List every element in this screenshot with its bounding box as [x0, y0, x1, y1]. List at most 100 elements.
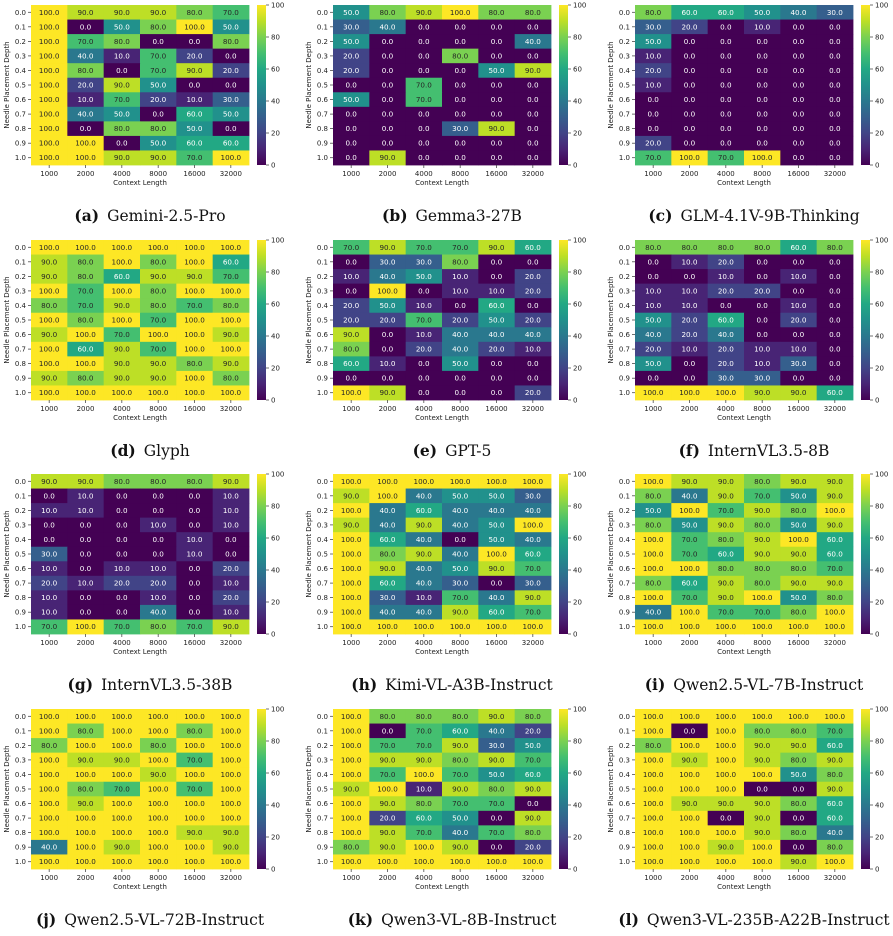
cell-value-label: 100.0: [679, 814, 700, 823]
heatmap-cell: [671, 619, 709, 635]
colorbar: [559, 709, 568, 869]
heatmap-cell: [333, 503, 370, 519]
heatmap-cell: [442, 150, 479, 166]
heatmap-cell: [103, 240, 141, 255]
cell-value-label: 90.0: [41, 272, 57, 281]
cell-value-label: 70.0: [645, 153, 661, 162]
heatmap-cell: [816, 240, 854, 255]
cell-value-label: 90.0: [754, 535, 770, 544]
heatmap-cell: [780, 723, 818, 739]
cell-value-label: 0.0: [793, 95, 805, 104]
cell-value-label: 10.0: [41, 564, 57, 573]
colorbar-tick-label: 60: [573, 301, 582, 309]
x-axis-label: Context Length: [113, 883, 167, 891]
heatmap-cell: [816, 532, 854, 548]
cell-value-label: 10.0: [718, 272, 734, 281]
subfigure-caption: (a) Gemini-2.5-Pro: [74, 206, 225, 225]
heatmap-cell: [369, 92, 407, 108]
cell-value-label: 100.0: [112, 828, 133, 837]
heatmap-cell: [780, 356, 818, 372]
heatmap-cell: [478, 474, 516, 489]
cell-value-label: 100.0: [221, 316, 242, 325]
cell-value-label: 0.0: [80, 593, 92, 602]
cell-value-label: 10.0: [525, 345, 541, 354]
heatmap-cell: [333, 298, 370, 314]
heatmap-cell: [405, 854, 443, 870]
x-axis-label: Context Length: [415, 179, 469, 187]
heatmap-cell: [67, 385, 105, 401]
heatmap-cell: [707, 150, 745, 166]
cell-value-label: 80.0: [150, 124, 166, 133]
x-tick-label: 8000: [149, 639, 167, 647]
heatmap-cell: [103, 723, 141, 739]
heatmap-cell: [176, 150, 214, 166]
y-tick-label: 0.6: [619, 800, 631, 808]
cell-value-label: 100.0: [752, 593, 773, 602]
cell-value-label: 10.0: [379, 359, 395, 368]
y-tick-label: 0.5: [15, 786, 26, 794]
cell-value-label: 30.0: [452, 579, 468, 588]
cell-value-label: 100.0: [752, 857, 773, 866]
cell-value-label: 40.0: [488, 593, 504, 602]
cell-value-label: 50.0: [416, 272, 432, 281]
heatmap-cell: [707, 488, 745, 504]
y-tick-label: 0.6: [317, 800, 329, 808]
y-tick-label: 0.4: [317, 536, 329, 544]
heatmap-cell: [212, 503, 250, 519]
y-tick-label: 0.0: [15, 713, 26, 721]
heatmap-cell: [442, 298, 479, 314]
heatmap-cell: [671, 546, 709, 562]
cell-value-label: 0.0: [116, 506, 128, 515]
heatmap-cell: [176, 474, 214, 489]
heatmap-cell: [478, 723, 516, 739]
heatmap-cell: [635, 738, 672, 754]
cell-value-label: 100.0: [221, 741, 242, 750]
cell-value-label: 60.0: [718, 316, 734, 325]
heatmap-cell: [67, 370, 105, 386]
cell-value-label: 70.0: [681, 550, 697, 559]
heatmap-cell: [635, 135, 672, 151]
heatmap-cell: [780, 575, 818, 591]
heatmap-cell: [333, 19, 370, 35]
cell-value-label: 0.0: [684, 51, 696, 60]
heatmap-cell: [816, 604, 854, 620]
heatmap-cell: [442, 135, 479, 151]
y-axis-label: Needle Placement Depth: [607, 41, 615, 128]
cell-value-label: 80.0: [645, 741, 661, 750]
cell-value-label: 0.0: [189, 37, 201, 46]
y-axis-label: Needle Placement Depth: [3, 510, 11, 597]
cell-value-label: 100.0: [112, 741, 133, 750]
cell-value-label: 70.0: [416, 741, 432, 750]
cell-value-label: 0.0: [382, 110, 394, 119]
cell-value-label: 100.0: [39, 814, 60, 823]
heatmap-cell: [176, 92, 214, 108]
cell-value-label: 100.0: [148, 799, 169, 808]
x-tick-label: 1000: [342, 639, 360, 647]
cell-value-label: 90.0: [790, 477, 806, 486]
cell-value-label: 0.0: [491, 359, 503, 368]
x-tick-label: 1000: [644, 874, 662, 882]
y-tick-label: 0.1: [317, 727, 328, 735]
heatmap-cell: [103, 619, 141, 635]
heatmap-cell: [212, 19, 250, 35]
heatmap-cell: [635, 590, 672, 606]
heatmap-cell: [744, 48, 781, 64]
heatmap-cell: [816, 5, 854, 20]
heatmap-panel-6: 80.0 80.0 80.0 80.0 60.0 80.00.0 10.0 20.0 0.0 0.…: [607, 237, 888, 461]
heatmap-cell: [140, 327, 177, 343]
heatmap-cell: [67, 723, 105, 739]
cell-value-label: 10.0: [223, 506, 239, 515]
cell-value-label: 100.0: [643, 477, 664, 486]
heatmap-cell: [405, 532, 443, 548]
heatmap-cell: [333, 546, 370, 562]
heatmap-cell: [816, 298, 854, 314]
heatmap-cell: [140, 370, 177, 386]
cell-value-label: 0.0: [418, 51, 430, 60]
heatmap-cell: [514, 341, 552, 357]
cell-value-label: 40.0: [452, 330, 468, 339]
y-tick-label: 0.4: [15, 67, 27, 75]
y-tick-label: 1.0: [619, 858, 630, 866]
heatmap-cell: [369, 356, 407, 372]
heatmap-cell: [671, 254, 709, 270]
